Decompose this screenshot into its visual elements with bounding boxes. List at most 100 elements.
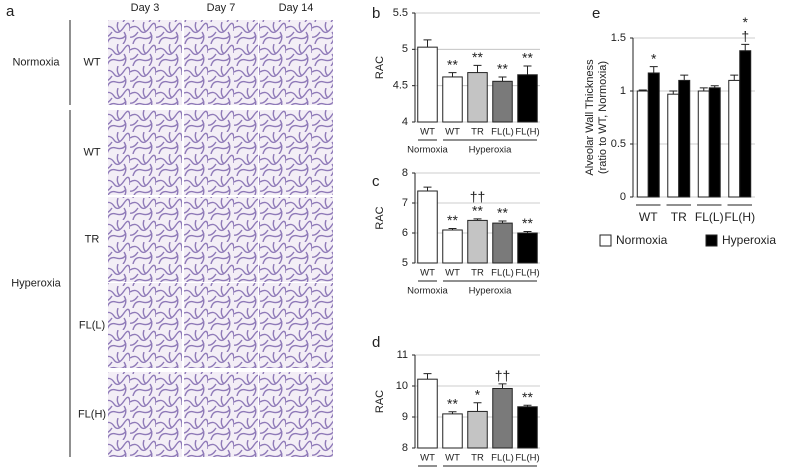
significance-mark: ** [447, 212, 458, 228]
row-label: WT [83, 56, 100, 68]
row-label: TR [85, 233, 100, 245]
y-axis-label: RAC [374, 56, 386, 79]
column-header: Day 3 [131, 2, 160, 14]
y-tick-label: 5 [402, 257, 408, 269]
significance-mark: * [743, 14, 749, 30]
bar [647, 72, 660, 198]
group-label: Normoxia [12, 56, 60, 68]
significance-mark: ** [447, 56, 458, 72]
error-bar [649, 66, 658, 73]
micrograph [108, 372, 182, 457]
y-axis-label: Alveolar Wall Thickness [584, 59, 596, 176]
bar [667, 93, 680, 198]
significance-mark: ** [447, 395, 458, 411]
x-tick-label: FL(L) [491, 268, 514, 279]
panel-label: c [372, 173, 380, 190]
y-axis-label: RAC [374, 206, 386, 229]
bar [517, 232, 538, 264]
legend-label: Hyperoxia [722, 233, 776, 247]
error-bar [669, 90, 678, 95]
significance-mark: † [741, 28, 749, 44]
x-tick-label: WT [420, 453, 435, 464]
significance-mark: ** [522, 50, 533, 66]
error-bar [523, 65, 532, 75]
micrograph [108, 197, 182, 282]
y-axis-label: RAC [374, 390, 386, 413]
panel-label: a [6, 3, 15, 20]
x-tick-label: FL(H) [724, 210, 755, 224]
row-label: WT [83, 146, 100, 158]
panel-label: e [592, 5, 600, 22]
y-tick-label: 11 [397, 349, 408, 361]
significance-mark: †† [495, 368, 511, 384]
bar [492, 387, 513, 449]
bar [442, 413, 463, 449]
x-tick-label: FL(L) [491, 453, 514, 464]
significance-mark: ** [522, 215, 533, 231]
x-tick-label: WT [420, 268, 435, 279]
error-bar [473, 402, 482, 412]
error-bar [423, 186, 432, 191]
legend-swatch [705, 234, 718, 247]
bar [417, 378, 438, 449]
micrograph [184, 20, 258, 105]
error-bar [680, 74, 689, 81]
group-label: Hyperoxia [11, 277, 61, 289]
micrograph [184, 110, 258, 195]
bar [739, 50, 752, 198]
x-tick-label: FL(L) [491, 127, 514, 138]
micrograph [184, 197, 258, 282]
micrograph [259, 20, 333, 105]
y-axis-label: (ratio to WT, Normoxia) [597, 61, 609, 174]
bar [492, 80, 513, 123]
error-bar [498, 383, 507, 389]
bar [442, 229, 463, 264]
bar [678, 79, 691, 198]
y-tick-label: 8 [402, 167, 408, 179]
bar [467, 410, 488, 449]
group-label: Hyperoxia [469, 145, 512, 156]
bar [708, 87, 721, 198]
significance-mark: ** [472, 49, 483, 65]
error-bar [423, 39, 432, 48]
bar [417, 190, 438, 264]
bar [728, 79, 741, 198]
significance-mark: ** [522, 389, 533, 405]
x-tick-label: WT [445, 127, 460, 138]
x-tick-label: WT [639, 210, 658, 224]
micrograph [184, 283, 258, 368]
y-tick-label: 0 [620, 191, 626, 203]
legend-label: Normoxia [616, 233, 668, 247]
y-tick-label: 4 [402, 116, 408, 128]
bar [697, 90, 710, 198]
error-bar [498, 76, 507, 82]
group-label: Normoxia [407, 145, 448, 156]
error-bar [730, 74, 739, 81]
x-tick-label: WT [420, 127, 435, 138]
micrograph [259, 372, 333, 457]
y-tick-label: 4.5 [393, 80, 408, 92]
group-label: Hyperoxia [469, 286, 512, 297]
x-tick-label: FL(H) [515, 453, 539, 464]
error-bar [423, 373, 432, 380]
micrograph [108, 20, 182, 105]
error-bar [448, 72, 457, 77]
error-bar [473, 64, 482, 73]
micrograph [259, 283, 333, 368]
micrograph [108, 110, 182, 195]
x-tick-label: FL(H) [515, 268, 539, 279]
y-tick-label: 10 [396, 380, 408, 392]
group-label: Normoxia [407, 286, 448, 297]
y-tick-label: 1.5 [611, 32, 626, 44]
micrograph [259, 197, 333, 282]
x-tick-label: FL(H) [515, 127, 539, 138]
x-tick-label: TR [671, 210, 687, 224]
bar [467, 219, 488, 264]
x-tick-label: WT [445, 453, 460, 464]
significance-mark: ** [497, 61, 508, 77]
bar [467, 72, 488, 123]
y-tick-label: 0.5 [611, 138, 626, 150]
bar [417, 46, 438, 123]
